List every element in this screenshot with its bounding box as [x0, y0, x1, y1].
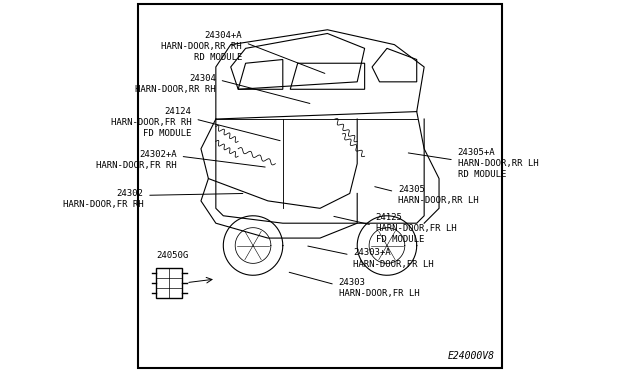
Text: 24124
HARN-DOOR,FR RH
FD MODULE: 24124 HARN-DOOR,FR RH FD MODULE [111, 107, 191, 138]
Text: 24302+A
HARN-DOOR,FR RH: 24302+A HARN-DOOR,FR RH [96, 150, 177, 170]
Text: 24305+A
HARN-DOOR,RR LH
RD MODULE: 24305+A HARN-DOOR,RR LH RD MODULE [458, 148, 538, 179]
Text: 24304
HARN-DOOR,RR RH: 24304 HARN-DOOR,RR RH [135, 74, 216, 94]
Text: 24303+A
HARN-DOOR,FR LH: 24303+A HARN-DOOR,FR LH [353, 248, 434, 269]
Text: 24125
HARN-DOOR,FR LH
FD MODULE: 24125 HARN-DOOR,FR LH FD MODULE [376, 213, 456, 244]
Bar [156, 268, 182, 298]
Text: 24050G: 24050G [156, 251, 189, 260]
Text: E24000V8: E24000V8 [448, 351, 495, 361]
Text: 24303
HARN-DOOR,FR LH: 24303 HARN-DOOR,FR LH [339, 278, 419, 298]
Text: 24305
HARN-DOOR,RR LH: 24305 HARN-DOOR,RR LH [398, 185, 479, 205]
Text: 24304+A
HARN-DOOR,RR RH
RD MODULE: 24304+A HARN-DOOR,RR RH RD MODULE [161, 31, 242, 62]
Text: 24302
HARN-DOOR,FR RH: 24302 HARN-DOOR,FR RH [63, 189, 143, 209]
